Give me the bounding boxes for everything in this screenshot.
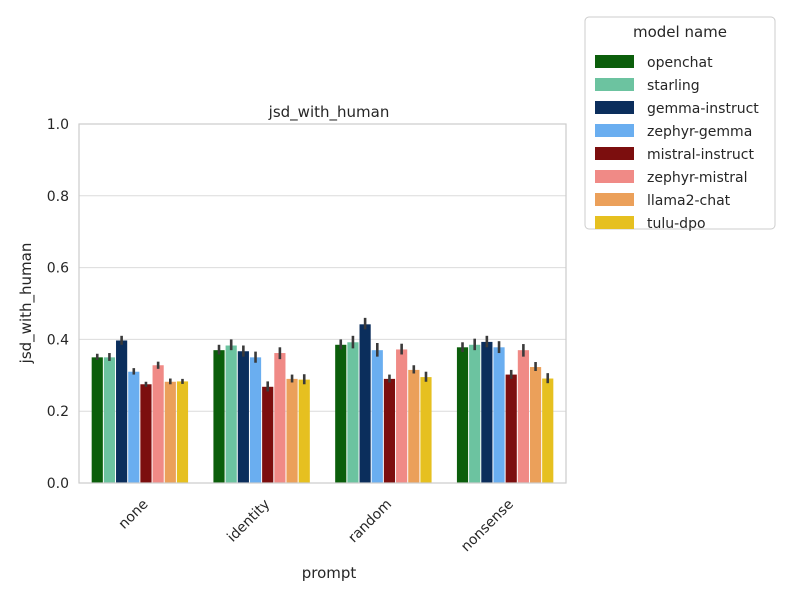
bar-mistral-instruct-none: [140, 384, 152, 483]
x-tick-label: random: [345, 496, 395, 546]
legend-label-gemma-instruct: gemma-instruct: [647, 101, 759, 117]
legend-swatch-openchat: [595, 55, 634, 68]
legend-swatch-zephyr-gemma: [595, 124, 634, 137]
bar-openchat-identity: [213, 350, 225, 483]
bar-mistral-instruct-identity: [262, 386, 274, 483]
bar-zephyr-gemma-nonsense: [493, 347, 505, 483]
legend: model name openchat starling gemma-instruct…: [584, 16, 776, 232]
bar-zephyr-mistral-none: [152, 365, 164, 483]
bar-mistral-instruct-nonsense: [505, 374, 517, 483]
chart-title: jsd_with_human: [268, 103, 390, 122]
legend-swatch-gemma-instruct: [595, 101, 634, 114]
bar-zephyr-mistral-random: [396, 349, 408, 483]
y-tick-label: 0.4: [47, 332, 69, 348]
legend-swatch-tulu-dpo: [595, 216, 634, 229]
bar-gemma-instruct-identity: [237, 351, 249, 483]
legend-swatch-zephyr-mistral: [595, 170, 634, 183]
bar-llama2-chat-none: [164, 381, 176, 483]
bar-zephyr-gemma-none: [128, 371, 140, 483]
y-tick-label: 0.6: [47, 261, 69, 277]
bar-tulu-dpo-identity: [298, 379, 310, 483]
x-tick-label: none: [116, 496, 152, 532]
bar-zephyr-mistral-nonsense: [517, 350, 529, 483]
legend-label-tulu-dpo: tulu-dpo: [647, 216, 706, 232]
legend-label-zephyr-mistral: zephyr-mistral: [647, 170, 747, 186]
bar-llama2-chat-identity: [286, 378, 298, 483]
legend-label-openchat: openchat: [647, 55, 713, 71]
bar-starling-none: [103, 357, 116, 483]
y-tick-label: 0.2: [47, 404, 69, 420]
bar-tulu-dpo-random: [420, 377, 432, 483]
bar-zephyr-mistral-identity: [274, 353, 286, 483]
legend-label-starling: starling: [647, 78, 700, 94]
bar-tulu-dpo-nonsense: [542, 378, 554, 483]
y-tick-label: 1.0: [47, 117, 69, 133]
bar-starling-random: [347, 342, 359, 483]
x-tick-label: nonsense: [458, 496, 517, 555]
bar-openchat-nonsense: [456, 347, 469, 483]
bar-llama2-chat-nonsense: [529, 367, 542, 483]
bar-gemma-instruct-random: [359, 324, 371, 483]
legend-swatch-starling: [595, 78, 634, 91]
y-tick-label: 0.8: [47, 189, 69, 205]
bar-llama2-chat-random: [408, 369, 420, 483]
legend-swatch-mistral-instruct: [595, 147, 634, 160]
legend-title: model name: [633, 23, 727, 41]
y-tick-label: 0.0: [47, 476, 69, 492]
bar-gemma-instruct-none: [116, 340, 128, 483]
bar-zephyr-gemma-random: [371, 350, 383, 483]
legend-label-mistral-instruct: mistral-instruct: [647, 147, 754, 163]
bar-gemma-instruct-nonsense: [481, 341, 493, 483]
x-axis-title: prompt: [302, 564, 357, 582]
bar-starling-nonsense: [469, 344, 481, 483]
x-tick-label: identity: [224, 496, 273, 545]
bar-tulu-dpo-none: [176, 381, 189, 483]
bar-openchat-random: [335, 344, 347, 483]
legend-swatch-llama2-chat: [595, 193, 634, 206]
axes-frame: [78, 123, 567, 484]
legend-label-zephyr-gemma: zephyr-gemma: [647, 124, 752, 140]
bar-zephyr-gemma-identity: [249, 357, 262, 483]
bar-starling-identity: [225, 345, 237, 483]
bar-openchat-none: [91, 357, 103, 483]
y-axis-title: jsd_with_human: [17, 243, 36, 365]
bar-mistral-instruct-random: [383, 378, 396, 483]
legend-label-llama2-chat: llama2-chat: [647, 193, 731, 209]
plot-area: [79, 124, 566, 483]
